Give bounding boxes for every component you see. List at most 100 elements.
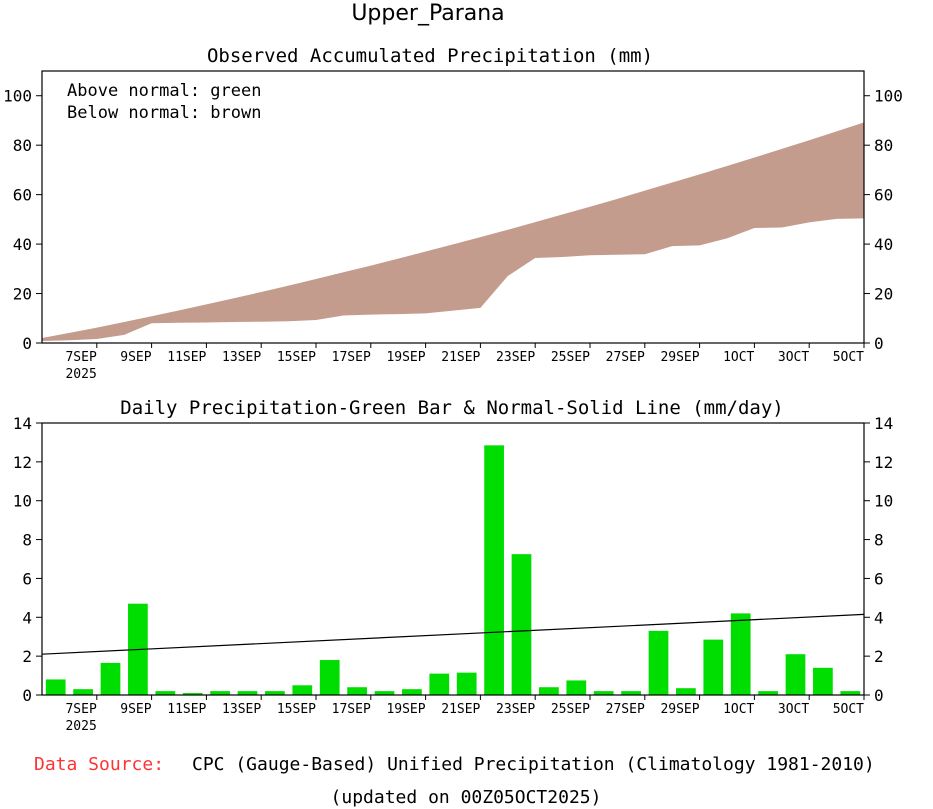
y-tick-label-left: 60 [13, 186, 32, 205]
y-tick-label-left: 10 [13, 492, 32, 511]
y-tick-label-right: 60 [874, 186, 893, 205]
x-tick-label: 7SEP [65, 350, 96, 365]
data-source-label: Data Source: [34, 754, 164, 775]
y-tick-label-left: 40 [13, 235, 32, 254]
accumulated-plot-frame [41, 70, 865, 344]
x-tick-label: 11SEP [167, 702, 206, 717]
x-tick-label: 13SEP [222, 350, 261, 365]
y-tick-label-right: 8 [874, 531, 884, 550]
y-tick-label-left: 100 [3, 87, 32, 106]
x-tick-label: 3OCT [778, 350, 809, 365]
y-tick-label-left: 0 [22, 334, 32, 353]
daily-precip-bar [785, 654, 806, 695]
x-tick-year-label: 2025 [65, 367, 96, 382]
daily-precip-bar [155, 691, 176, 695]
y-tick-label-left: 14 [13, 414, 32, 433]
daily-precip-bar [182, 693, 203, 695]
x-tick-label: 17SEP [332, 702, 371, 717]
daily-precip-bar [539, 687, 559, 695]
daily-precip-bar [676, 688, 696, 695]
x-tick-label: 17SEP [332, 350, 371, 365]
x-tick-label: 25SEP [551, 350, 590, 365]
x-tick-label: 13SEP [222, 702, 261, 717]
x-tick-label: 9SEP [120, 350, 151, 365]
y-tick-label-right: 2 [874, 647, 884, 666]
daily-precip-bar [347, 687, 367, 695]
y-tick-label-right: 6 [874, 569, 884, 588]
daily-precip-bar [265, 691, 285, 695]
y-tick-label-right: 10 [874, 492, 893, 511]
y-tick-label-right: 80 [874, 136, 893, 155]
y-tick-label-right: 4 [874, 608, 884, 627]
x-tick-label: 27SEP [606, 350, 645, 365]
x-tick-label: 9SEP [120, 702, 151, 717]
x-tick-label: 23SEP [496, 350, 535, 365]
y-tick-label-right: 20 [874, 285, 893, 304]
y-tick-label-left: 20 [13, 285, 32, 304]
x-tick-label: 27SEP [606, 702, 645, 717]
chart-title: Upper_Parana [351, 1, 504, 26]
y-tick-label-left: 6 [22, 569, 32, 588]
daily-precip-bar [374, 691, 395, 695]
daily-precip-bar [758, 691, 778, 695]
y-tick-label-left: 80 [13, 136, 32, 155]
daily-precip-bar [45, 679, 66, 695]
data-source-text: CPC (Gauge-Based) Unified Precipitation … [192, 754, 875, 775]
normal-line [41, 613, 865, 655]
x-tick-label: 21SEP [441, 702, 480, 717]
y-tick-label-right: 12 [874, 453, 893, 472]
x-tick-label: 29SEP [660, 350, 699, 365]
daily-precip-bar [593, 691, 614, 695]
y-tick-label-right: 0 [874, 686, 884, 705]
x-tick-label: 21SEP [441, 350, 480, 365]
daily-precip-bar [237, 691, 258, 695]
y-tick-label-right: 40 [874, 235, 893, 254]
x-tick-label: 19SEP [386, 702, 425, 717]
daily-precip-bar [484, 445, 504, 695]
x-tick-label: 23SEP [496, 702, 535, 717]
legend-above-normal: Above normal: green [67, 81, 261, 101]
daily-precip-bar [429, 673, 450, 695]
daily-precip-bar [511, 554, 532, 695]
y-tick-label-right: 14 [874, 414, 893, 433]
daily-precip-bar [100, 662, 121, 695]
daily-precip-bar [840, 691, 861, 695]
accumulated-subtitle: Observed Accumulated Precipitation (mm) [207, 45, 653, 67]
daily-precip-bar [648, 630, 669, 695]
daily-subtitle: Daily Precipitation-Green Bar & Normal-S… [120, 397, 783, 419]
accumulated-plot-area: 0 0 20 20 40 40 60 60 80 80 100 100 7SEP 2025 9SEP 11SE… [3, 70, 903, 382]
updated-text: (updated on 00Z05OCT2025) [331, 787, 602, 808]
below-normal-area [42, 122, 864, 342]
daily-plot-frame [41, 422, 865, 696]
y-tick-label-left: 0 [22, 686, 32, 705]
y-tick-label-left: 8 [22, 531, 32, 550]
x-tick-label: 1OCT [723, 702, 754, 717]
daily-precip-bar [703, 639, 724, 695]
y-tick-label-left: 2 [22, 647, 32, 666]
daily-precip-bar [73, 689, 93, 695]
accumulated-precip-panel: Observed Accumulated Precipitation (mm) … [3, 45, 903, 382]
daily-precip-bar [621, 691, 641, 695]
x-tick-label: 11SEP [167, 350, 206, 365]
x-tick-label: 15SEP [277, 350, 316, 365]
x-tick-label: 1OCT [723, 350, 754, 365]
x-tick-label: 29SEP [660, 702, 699, 717]
legend-below-normal: Below normal: brown [67, 103, 261, 123]
y-tick-label-right: 100 [874, 87, 903, 106]
x-tick-label: 5OCT [833, 350, 864, 365]
y-tick-label-left: 4 [22, 608, 32, 627]
x-tick-label: 19SEP [386, 350, 425, 365]
x-tick-label: 25SEP [551, 702, 590, 717]
daily-precip-bar [456, 672, 477, 695]
daily-plot-area: 0 0 2 2 4 4 6 6 8 8 10 10 12 12 14 14 7SEP 2025 9SEP 11SEP 1… [13, 414, 894, 734]
daily-precip-bar [210, 691, 230, 695]
x-tick-year-label: 2025 [65, 719, 96, 734]
daily-precip-bar [319, 660, 340, 695]
y-tick-label-left: 12 [13, 453, 32, 472]
daily-precip-bar [566, 680, 587, 695]
daily-precip-panel: Daily Precipitation-Green Bar & Normal-S… [13, 397, 894, 734]
x-tick-label: 15SEP [277, 702, 316, 717]
daily-precip-bar [402, 689, 422, 695]
daily-precip-bar [292, 685, 313, 695]
